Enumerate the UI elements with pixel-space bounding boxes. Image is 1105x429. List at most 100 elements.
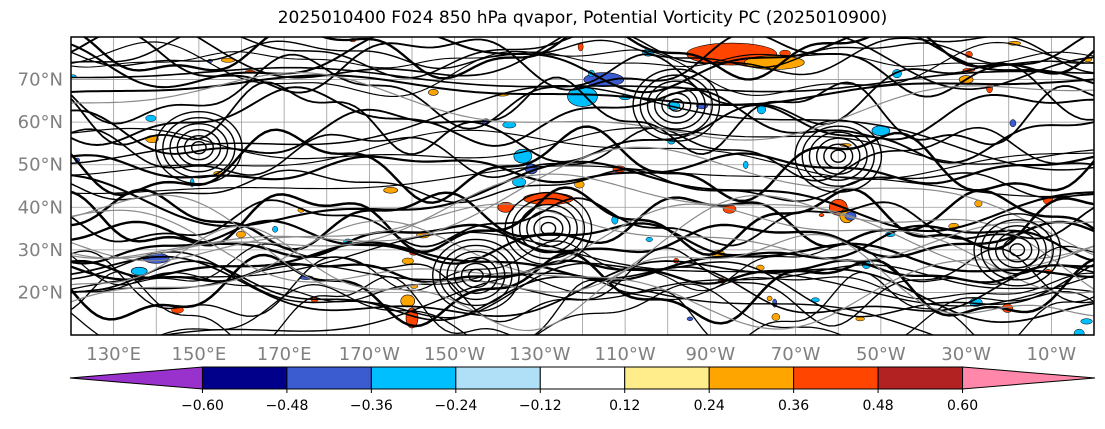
contour-loop — [980, 219, 1054, 281]
lat-tick-label: 40°N — [18, 197, 63, 218]
contour-loop — [453, 256, 499, 295]
contour-loop — [973, 213, 1062, 287]
lon-tick-label: 10°W — [1027, 344, 1077, 365]
colorbar-segment — [793, 366, 879, 390]
colorbar-tick-label: −0.12 — [519, 398, 562, 414]
chart-title: 2025010400 F024 850 hPa qvapor, Potentia… — [277, 8, 888, 28]
lon-tick-label: 150°W — [424, 344, 485, 365]
contour-line — [71, 203, 1094, 262]
contour-line — [195, 37, 1094, 91]
shaded-region — [400, 294, 416, 308]
shaded-speck — [811, 297, 820, 303]
contour-loop — [446, 250, 506, 301]
lon-tick-label: 130°W — [509, 344, 570, 365]
lat-tick-label: 20°N — [18, 282, 63, 303]
lat-tick-label: 70°N — [18, 70, 63, 91]
shaded-speck — [1080, 318, 1093, 325]
contour-loop — [162, 116, 236, 179]
contour-loop — [661, 92, 692, 118]
contour-loop — [432, 238, 520, 313]
contour-line — [71, 225, 1094, 332]
contour-line — [82, 37, 1094, 81]
colorbar-segment — [455, 366, 541, 390]
contour-loop — [1002, 237, 1033, 263]
shaded-speck — [577, 42, 584, 52]
contour-loop — [518, 203, 578, 254]
contour-loop — [815, 137, 861, 175]
contour-loop — [439, 244, 513, 307]
shaded-region — [428, 89, 439, 96]
shaded-speck — [272, 226, 279, 233]
lat-tick-label: 30°N — [18, 240, 63, 261]
contour-line — [71, 197, 1094, 248]
shaded-region — [130, 266, 148, 276]
lat-tick-label: 50°N — [18, 155, 63, 176]
contour-loop — [504, 191, 593, 266]
lon-tick-label: 170°W — [339, 344, 400, 365]
shaded-speck — [236, 231, 246, 238]
longitude-labels: 130°E 150°E 170°E 170°W 150°W 130°W 110°W 90°W 7… — [86, 344, 1076, 365]
contour-loop — [987, 225, 1047, 275]
contour-line — [71, 39, 1094, 70]
shaded-region — [513, 148, 533, 164]
shaded-speck — [1009, 119, 1017, 128]
contour-line — [71, 146, 1094, 259]
lon-tick-label: 110°W — [595, 344, 656, 365]
contour-line — [71, 72, 1094, 141]
shaded-speck — [401, 257, 414, 265]
contour-loop — [511, 197, 586, 260]
contour-line — [71, 76, 1094, 156]
contour-loop — [830, 149, 847, 163]
shaded-speck — [855, 316, 865, 322]
colorbar-tick-label: −0.36 — [350, 398, 393, 414]
contour-line — [71, 37, 1094, 79]
contour-loop — [823, 143, 854, 169]
contour-line — [71, 126, 1094, 182]
contour-line — [71, 203, 1094, 294]
contour-line — [71, 129, 1094, 180]
lon-tick-label: 70°W — [771, 344, 821, 365]
contour-line — [71, 240, 1094, 292]
lon-tick-label: 30°W — [941, 344, 991, 365]
contour-line — [71, 37, 1094, 94]
contour-loop — [183, 134, 214, 161]
qvapor-shading — [71, 38, 1093, 335]
shaded-region — [383, 186, 398, 194]
contour-loop — [176, 128, 222, 167]
shaded-speck — [145, 114, 157, 122]
shaded-speck — [766, 295, 773, 302]
contour-line — [71, 53, 1094, 130]
shaded-speck — [502, 121, 517, 129]
colorbar-tick-label: 0.24 — [694, 398, 725, 414]
colorbar-segment — [201, 366, 288, 390]
shaded-speck — [771, 313, 781, 321]
shaded-speck — [743, 160, 749, 169]
contour-loop — [169, 122, 229, 173]
contour-loop — [533, 215, 564, 242]
colorbar-tick-label: 0.60 — [947, 398, 978, 414]
contour-line — [71, 186, 1094, 256]
contour-line — [71, 51, 1094, 69]
contour-loop — [1009, 243, 1026, 257]
contour-loop — [639, 74, 713, 136]
contour-line — [71, 283, 1094, 335]
shaded-speck — [686, 316, 694, 321]
colorbar-segment — [286, 366, 372, 390]
contour-line — [71, 125, 1094, 204]
contour-loop — [468, 268, 484, 283]
contour-loop — [154, 110, 243, 185]
contour-line — [71, 41, 1094, 97]
colorbar-tick-label: −0.48 — [265, 398, 308, 414]
colorbar-tick-label: −0.24 — [434, 398, 477, 414]
shaded-speck — [818, 213, 825, 217]
colorbar: −0.60 −0.48 −0.36 −0.24 −0.12 0.12 0.24 0.36 0.4… — [69, 366, 1096, 414]
colorbar-segment — [624, 366, 710, 390]
contour-line — [71, 194, 1094, 293]
contour-line — [71, 74, 1094, 107]
lon-tick-label: 170°E — [257, 344, 312, 365]
map-frame — [70, 36, 1095, 336]
contour-line — [71, 247, 1094, 327]
contour-loop — [632, 68, 721, 142]
contour-line — [71, 152, 1094, 185]
pv-contours — [71, 37, 1094, 335]
